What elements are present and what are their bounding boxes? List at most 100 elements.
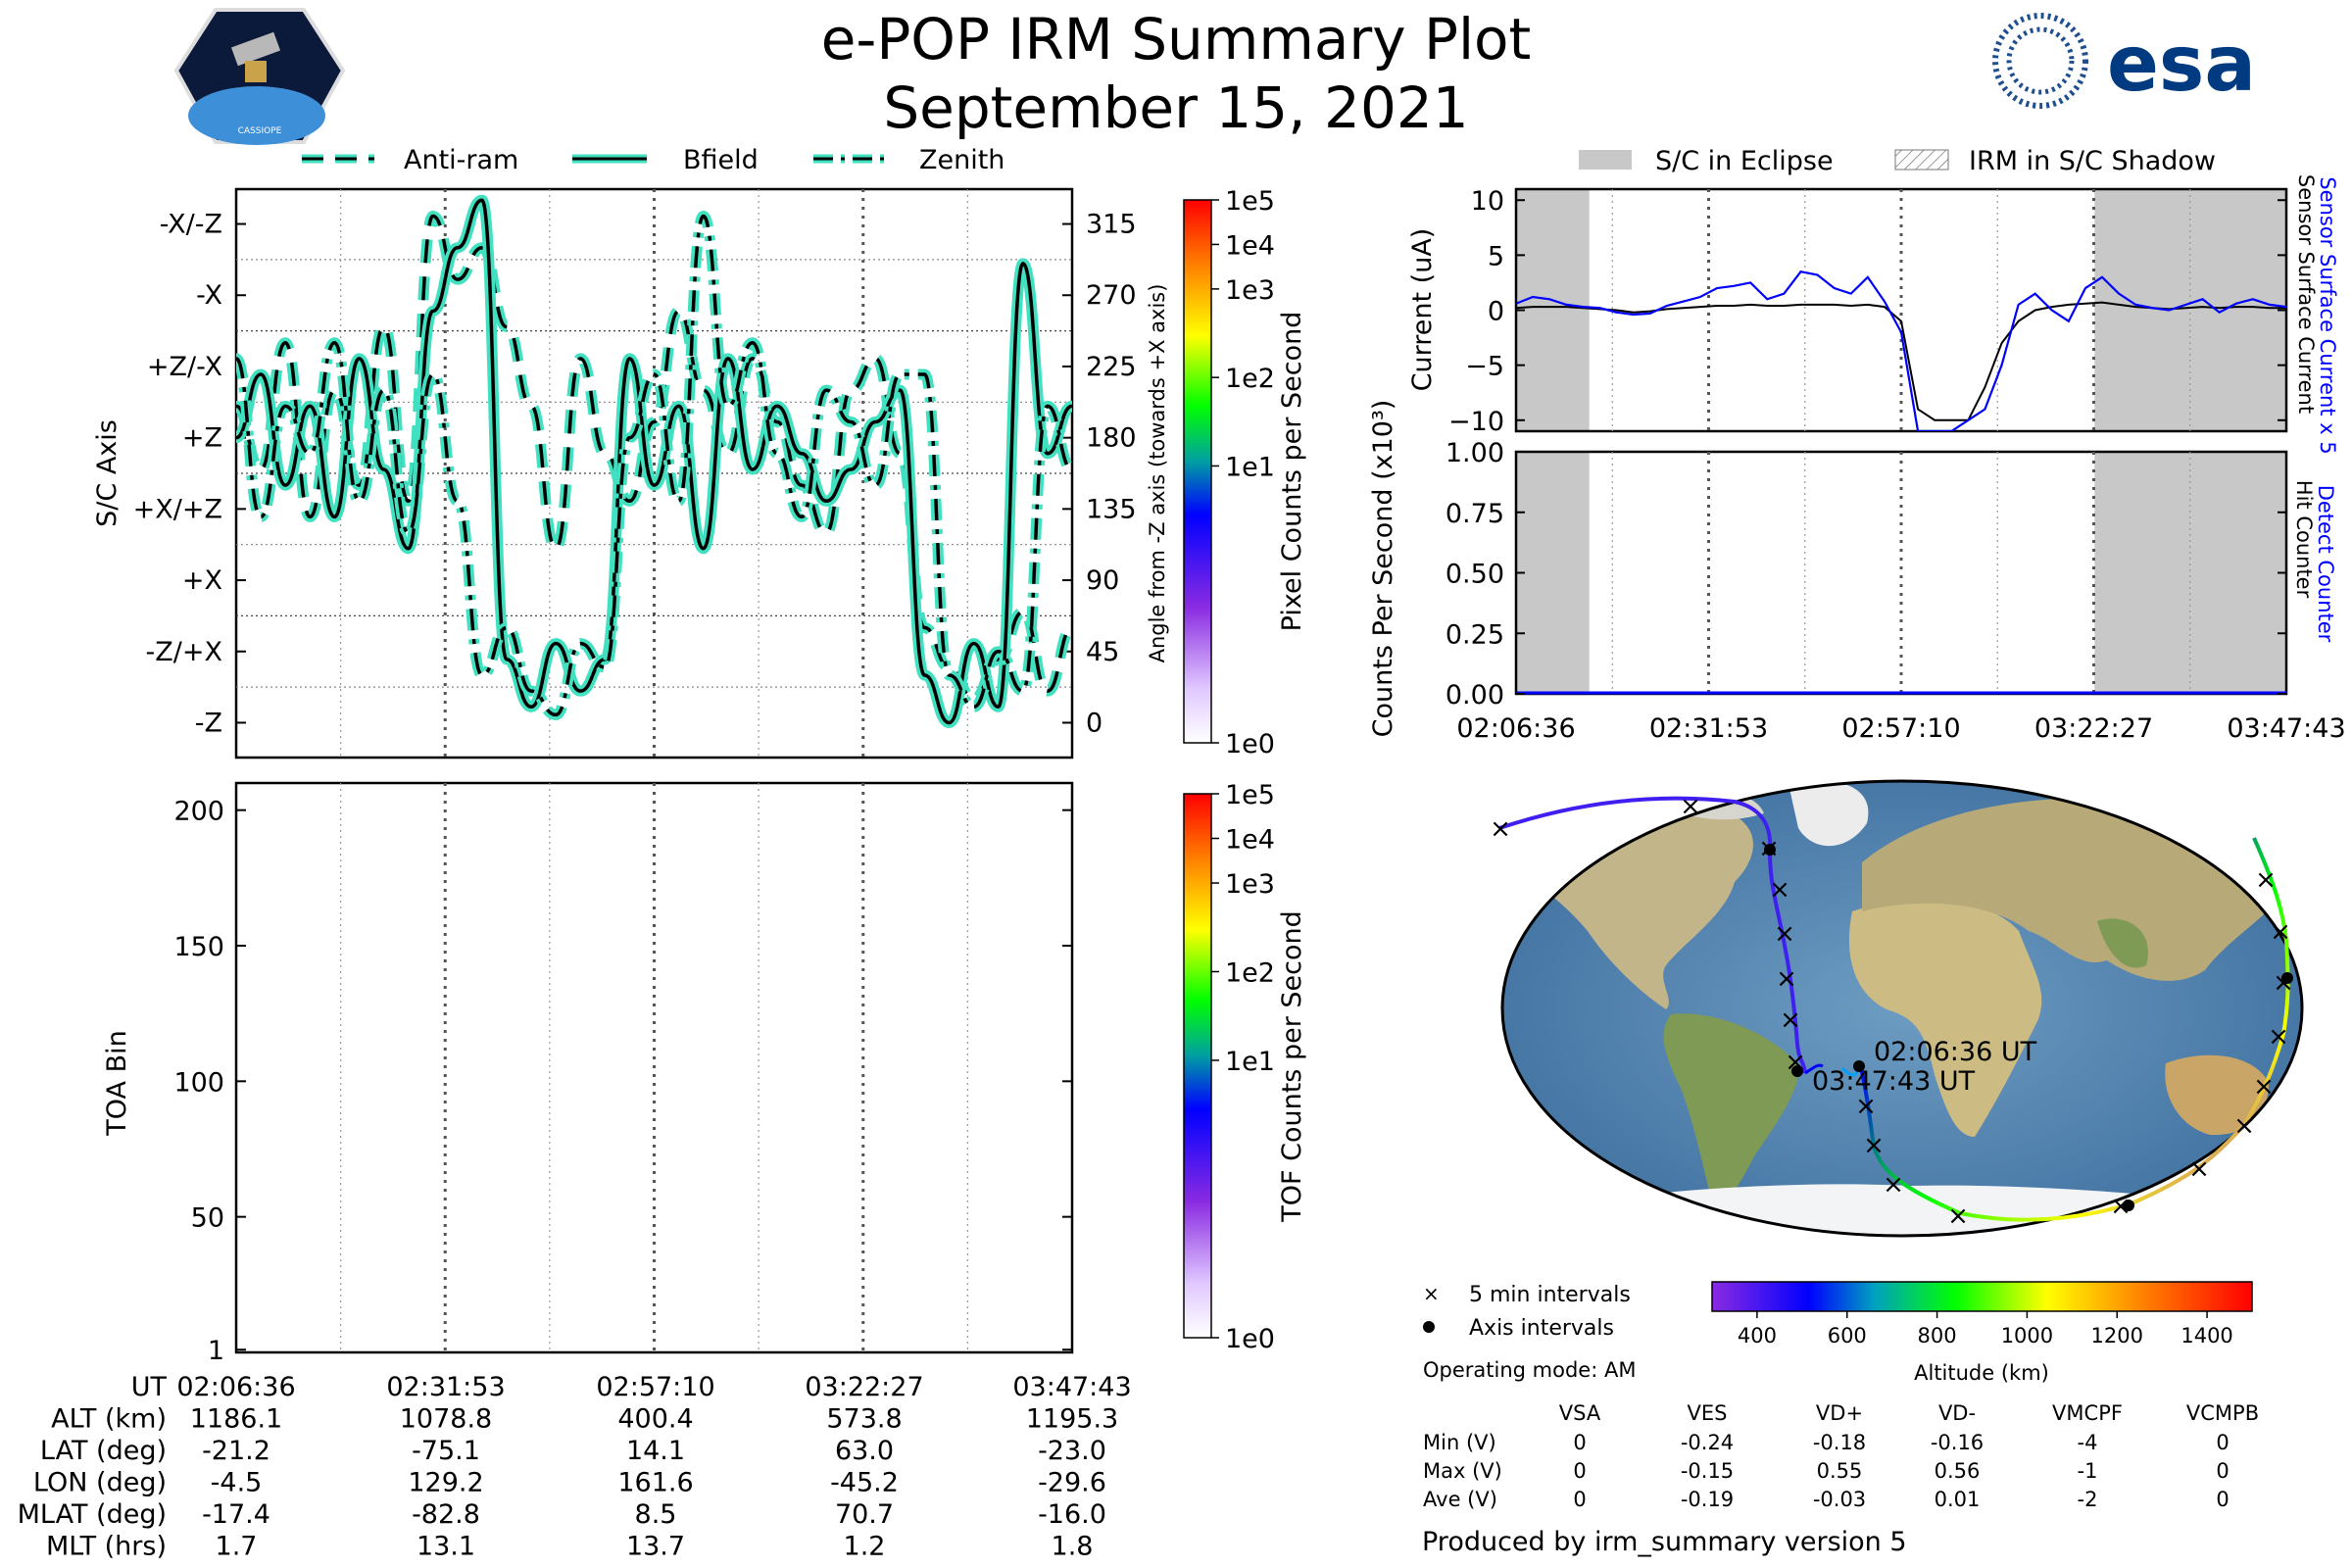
esa-logo-text: esa [2107,21,2256,109]
colorbar-tick-label: 1e4 [1225,230,1275,261]
five-min-marker: × [1769,875,1790,905]
ephemeris-row-label: MLAT (deg) [18,1499,167,1530]
ephemeris-table: UT 02:06:36 02:31:53 02:57:10 03:22:27 03:47:… [18,1372,1132,1562]
attitude-angle-tick: 270 [1086,280,1137,311]
attitude-axis-label: +Z/-X [147,352,222,382]
toa-gridlines [340,783,968,1352]
ephemeris-cell: 70.7 [835,1499,894,1530]
counts-tick-label: 1.00 [1446,438,1504,468]
ephemeris-cell: 161.6 [617,1468,693,1498]
attitude-angle-tick: 90 [1086,565,1119,596]
colorbar-tick-label: 1e5 [1225,780,1275,810]
ephemeris-cell: 03:47:43 [1012,1372,1131,1402]
attitude-angle-tick: 225 [1086,352,1137,382]
current-tick-label: −10 [1448,407,1504,437]
voltage-header: VES [1688,1401,1728,1425]
ephemeris-cell: 03:22:27 [805,1372,923,1402]
toa-ylabel: TOA Bin [102,1030,132,1136]
ephemeris-row-label: LAT (deg) [40,1436,167,1466]
counts-ylabel: Counts Per Second (x10³) [1368,400,1398,738]
esa-logo: esa [1992,13,2256,109]
ephemeris-cell: 8.5 [635,1499,677,1530]
voltage-cell: 0 [1573,1488,1586,1511]
ephemeris-cell: 63.0 [835,1436,894,1466]
map-border [1500,779,2304,1238]
counts-tick-label: 0.75 [1446,499,1504,529]
ephemeris-cell: -82.8 [412,1499,480,1530]
legend-anti-ram-label: Anti-ram [404,145,518,175]
current-right-label-blue: Sensor Surface Current x 5 [2316,176,2339,454]
voltage-cell: 0 [2216,1431,2229,1454]
voltage-cell: -4 [2078,1431,2098,1454]
voltage-cell: 0.55 [1817,1459,1863,1483]
voltage-row-label: Min (V) [1423,1431,1496,1454]
voltage-cell: 0.01 [1935,1488,1981,1511]
five-min-marker: × [2255,865,2277,895]
current-right-label-black: Sensor Surface Current [2294,174,2318,414]
voltage-cell: -2 [2078,1488,2098,1511]
legend-zenith-label: Zenith [919,145,1004,175]
eclipse-span [1516,452,1590,694]
ephemeris-cell: 13.1 [416,1532,475,1562]
attitude-angle-tick: 315 [1086,210,1137,240]
pixel-colorbar-ticks: 1e5 1e4 1e3 1e2 1e1 1e0 [1211,186,1275,760]
operating-mode: Operating mode: AM [1423,1358,1636,1382]
footer-text: Produced by irm_summary version 5 [1422,1527,1907,1557]
attitude-angle-tick: 135 [1086,494,1137,524]
legend-eclipse-label: S/C in Eclipse [1655,146,1834,176]
ephemeris-cell: -17.4 [202,1499,270,1530]
five-min-marker: × [2233,1111,2255,1141]
sensor-current-x5-line [1516,270,2286,431]
greenland [1788,781,1869,847]
voltage-cell: -0.24 [1681,1431,1734,1454]
counts-eclipse-spans [1516,452,2286,694]
orbit-track-north [1498,796,1807,1074]
current-tick-label: −5 [1465,352,1504,382]
colorbar-tick-label: 1e2 [1225,364,1275,394]
five-min-marker: × [2253,1072,2275,1102]
voltage-table: VSA VES VD+ VD- VMCPF VCMPB Min (V) 0 -0.24 -0.18… [1423,1401,2259,1511]
trace-zenith [236,214,1072,717]
current-tick-label: 10 [1471,186,1504,217]
five-min-marker: × [1863,1131,1885,1160]
five-min-marker-symbol: × [1423,1282,1440,1305]
attitude-axis-label: -Z/+X [146,637,222,667]
counts-time-tick: 03:47:43 [2227,713,2345,744]
ephemeris-cell: 400.4 [617,1404,693,1435]
ephemeris-cell: 02:57:10 [596,1372,714,1402]
attitude-y-labels: -X/-Z -X +Z/-X +Z +X/+Z +X -Z/+X -Z [133,210,222,739]
voltage-cell: 0 [2216,1459,2229,1483]
toa-tick-label: 1 [208,1336,224,1366]
voltage-cell: -0.16 [1931,1431,1984,1454]
end-time-label: 03:47:43 UT [1812,1066,1976,1097]
ephemeris-row-label: MLT (hrs) [46,1532,167,1562]
eclipse-swatch [1579,150,1632,170]
ephemeris-cell: -75.1 [412,1436,480,1466]
voltage-header: VMCPF [2052,1401,2123,1425]
eclipse-span [1516,189,1590,431]
toa-tick-label: 150 [173,932,224,962]
voltage-header: VD+ [1816,1401,1863,1425]
counts-y-ticks: 1.00 0.75 0.50 0.25 0.00 [1446,438,2286,710]
counts-time-tick: 02:06:36 [1456,713,1575,744]
current-gridlines [1611,189,2191,431]
ephemeris-row-label: ALT (km) [51,1404,167,1435]
ephemeris-cell: 1186.1 [190,1404,282,1435]
attitude-axis-label: +Z [182,423,222,454]
orbit-map: ×××××××××××××××××××× 02:06:36 UT 03:47:4… [1490,779,2304,1238]
ephemeris-cell: 13.7 [626,1532,685,1562]
current-tick-label: 0 [1488,297,1504,327]
voltage-cell: 0 [2216,1488,2229,1511]
voltage-cell: -0.03 [1813,1488,1866,1511]
counts-tick-label: 0.00 [1446,680,1504,710]
angle-legend: Anti-ram Bfield Zenith [302,145,1004,175]
voltage-cell: 0 [1573,1431,1586,1454]
axis-interval-marker [1791,1065,1803,1077]
ephemeris-cell: 1.7 [216,1532,258,1562]
altitude-tick-label: 600 [1828,1324,1867,1348]
attitude-panel: -X/-Z -X +Z/-X +Z +X/+Z +X -Z/+X -Z 315 270 225 18… [92,187,1169,760]
orbit-markers: ×××××××××××××××××××× [1490,792,2294,1231]
five-min-marker: × [1776,964,1797,994]
voltage-header: VD- [1938,1401,1976,1425]
five-min-marker: × [1855,1092,1877,1121]
